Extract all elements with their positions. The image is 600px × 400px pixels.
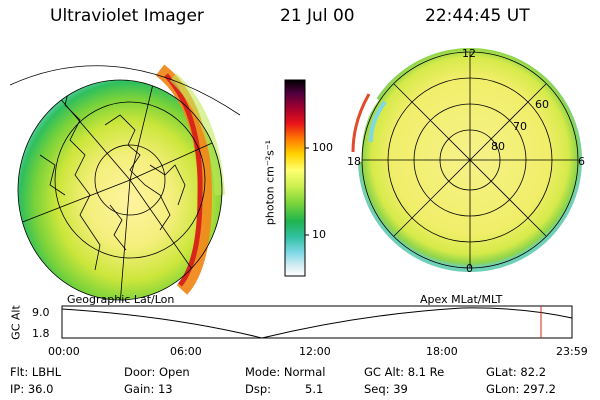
date-label: 21 Jul 00 [280, 6, 355, 26]
dsp-value: 5.1 [305, 382, 324, 396]
gc-alt-status: GC Alt: 8.1 Re [364, 365, 445, 379]
altitude-curve [61, 307, 573, 339]
x-tick-0600: 06:00 [170, 345, 202, 358]
altitude-plot [61, 305, 573, 339]
glat-status: GLat: 82.2 [486, 365, 547, 379]
colorbar-tick-100: 100 [312, 141, 333, 154]
polar-image [351, 48, 582, 272]
geo-panel-caption: Geographic Lat/Lon [67, 293, 175, 306]
time-label: 22:44:45 UT [425, 6, 530, 26]
door-status: Door: Open [124, 365, 190, 379]
mlt-label-0: 0 [466, 262, 473, 275]
altitude-ytick-top: 9.0 [32, 306, 50, 319]
geographic-image [9, 64, 241, 301]
x-tick-2359: 23:59 [556, 345, 588, 358]
mlt-label-18: 18 [347, 155, 361, 168]
polar-panel-caption: Apex MLat/MLT [420, 293, 503, 306]
colorbar-label: photon cm⁻²s⁻¹ [263, 139, 277, 226]
x-tick-1800: 18:00 [426, 345, 458, 358]
colorbar-tick-10: 10 [312, 228, 326, 241]
mlt-label-12: 12 [462, 47, 476, 60]
glon-status: GLon: 297.2 [486, 382, 556, 396]
dsp-label: Dsp: [245, 382, 272, 396]
mlat-label-80: 80 [491, 140, 505, 153]
mlat-label-60: 60 [535, 98, 549, 111]
altitude-ytick-bottom: 1.8 [32, 327, 50, 340]
seq-status: Seq: 39 [364, 382, 408, 396]
mlt-label-6: 6 [578, 155, 585, 168]
instrument-title: Ultraviolet Imager [50, 6, 204, 26]
x-tick-0000: 00:00 [48, 345, 80, 358]
x-tick-1200: 12:00 [299, 345, 331, 358]
colorbar [284, 79, 309, 277]
mlat-label-70: 70 [513, 120, 527, 133]
ip-status: IP: 36.0 [10, 382, 54, 396]
mode-status: Mode: Normal [245, 365, 326, 379]
altitude-ylabel: GC Alt [9, 305, 23, 340]
filter-status: Flt: LBHL [10, 365, 62, 379]
gain-status: Gain: 13 [124, 382, 173, 396]
